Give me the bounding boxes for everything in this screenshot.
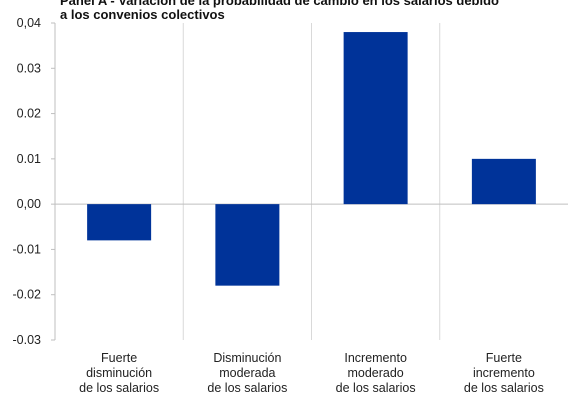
chart-title-line-2: a los convenios colectivos [60, 7, 225, 22]
x-tick-label: Fuerte disminución de los salarios [79, 351, 159, 395]
y-tick-label: 0,00 [17, 197, 41, 211]
y-tick-label: -0.03 [13, 333, 42, 347]
x-tick-label-line: de los salarios [79, 381, 159, 395]
x-axis-labels: Fuerte disminución de los salariosDisminuc… [79, 351, 544, 395]
y-tick-label: 0,04 [17, 16, 41, 30]
x-tick-label-line: de los salarios [464, 381, 544, 395]
x-tick-label-line: moderado [347, 366, 403, 380]
bar-series [87, 32, 536, 286]
x-tick-label-line: Disminución [213, 351, 281, 365]
x-tick-label-line: moderada [219, 366, 275, 380]
y-tick-label: -0.02 [13, 288, 42, 302]
x-tick-label: Incremento moderado de los salarios [336, 351, 416, 395]
x-tick-label-line: Incremento [344, 351, 407, 365]
y-tick-label: -0.01 [13, 242, 42, 256]
bar [471, 158, 536, 205]
x-tick-label-line: disminución [86, 366, 152, 380]
x-tick-label-line: Fuerte [486, 351, 522, 365]
chart-title: Panel A - Variación de la probabilidad d… [60, 0, 499, 22]
y-tick-label: 0.03 [17, 61, 41, 75]
chart-gridlines [182, 23, 441, 340]
x-tick-label: Disminución moderada de los salarios [207, 351, 287, 395]
y-tick-label: 0.02 [17, 107, 41, 121]
bar [343, 32, 408, 205]
x-tick-label-line: incremento [473, 366, 535, 380]
x-tick-label-line: Fuerte [101, 351, 137, 365]
x-tick-label-line: de los salarios [207, 381, 287, 395]
y-tick-label: 0.01 [17, 152, 41, 166]
bar [87, 204, 152, 241]
x-tick-label-line: de los salarios [336, 381, 416, 395]
chart-title-line-1: Panel A - Variación de la probabilidad d… [60, 0, 499, 8]
bar [215, 204, 280, 286]
x-tick-label: Fuerte incremento de los salarios [464, 351, 544, 395]
